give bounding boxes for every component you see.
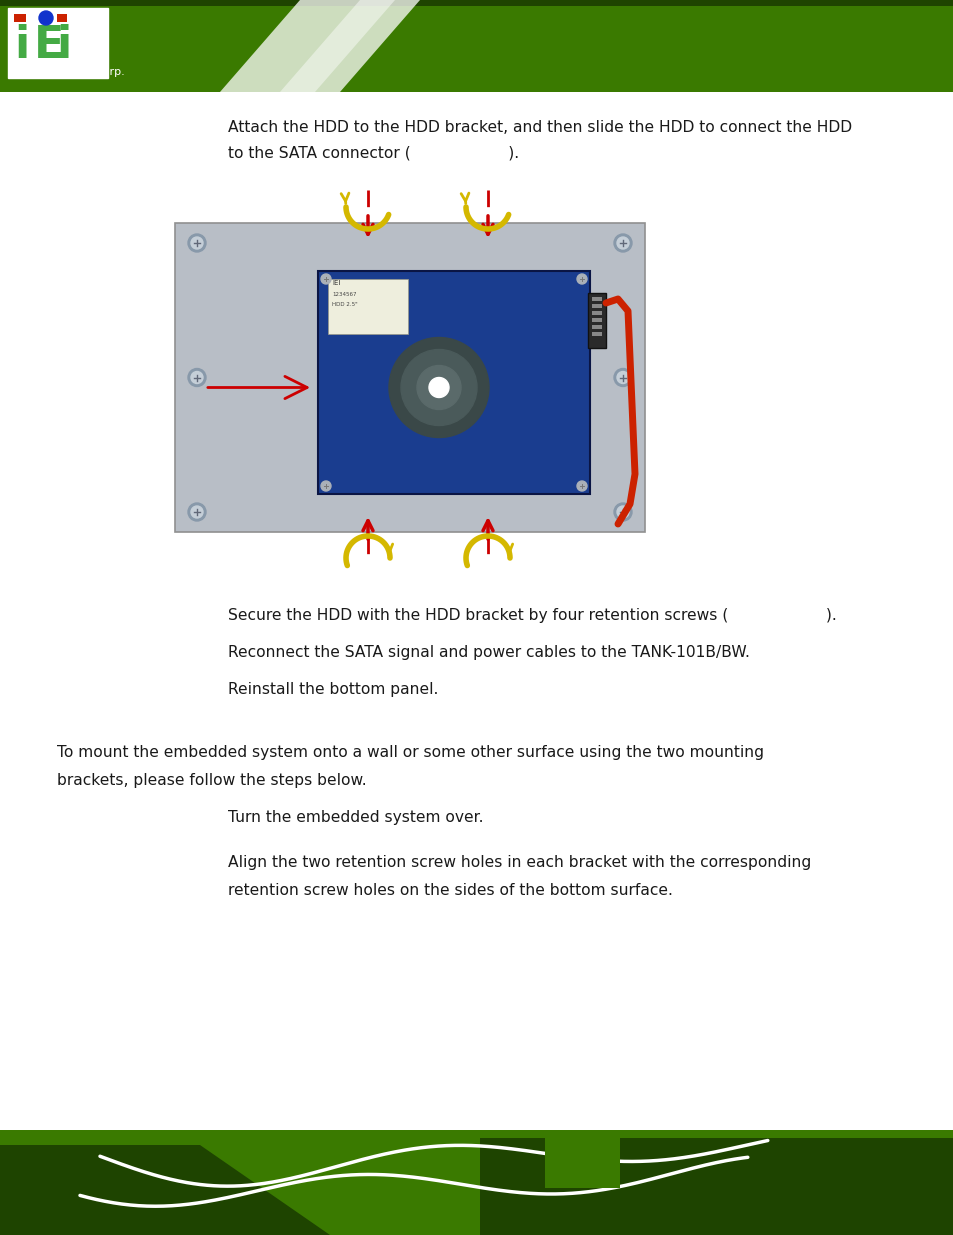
Bar	[592, 332, 601, 336]
Text: ®Technology Corp.: ®Technology Corp.	[18, 67, 125, 77]
Text: To mount the embedded system onto a wall or some other surface using the two mou: To mount the embedded system onto a wall…	[57, 745, 763, 760]
Circle shape	[191, 237, 203, 249]
Bar	[0, 0, 953, 6]
Circle shape	[188, 503, 206, 521]
Bar	[328, 279, 408, 333]
Bar	[592, 317, 601, 322]
Circle shape	[320, 274, 331, 284]
Bar	[592, 311, 601, 315]
Bar	[592, 296, 601, 301]
Text: Reconnect the SATA signal and power cables to the TANK-101B/BW.: Reconnect the SATA signal and power cabl…	[228, 645, 749, 659]
Text: i: i	[56, 23, 71, 67]
Circle shape	[188, 233, 206, 252]
Text: Attach the HDD to the HDD bracket, and then slide the HDD to connect the HDD: Attach the HDD to the HDD bracket, and t…	[228, 120, 851, 135]
Text: to the SATA connector (                    ).: to the SATA connector ( ).	[228, 146, 518, 161]
Text: i: i	[14, 23, 30, 67]
Circle shape	[191, 372, 203, 384]
Text: E: E	[34, 23, 65, 67]
Text: IEI: IEI	[332, 280, 340, 287]
Circle shape	[416, 366, 460, 410]
Text: HDD 2.5": HDD 2.5"	[332, 303, 357, 308]
Text: retention screw holes on the sides of the bottom surface.: retention screw holes on the sides of th…	[228, 883, 672, 898]
Text: Secure the HDD with the HDD bracket by four retention screws (                  : Secure the HDD with the HDD bracket by f…	[228, 608, 836, 622]
Circle shape	[617, 506, 628, 517]
Bar	[174, 224, 644, 532]
Polygon shape	[280, 0, 395, 91]
Bar	[57, 14, 67, 22]
Circle shape	[191, 506, 203, 517]
Bar	[0, 0, 953, 91]
Circle shape	[577, 274, 586, 284]
Text: brackets, please follow the steps below.: brackets, please follow the steps below.	[57, 773, 366, 788]
Circle shape	[320, 480, 331, 492]
Bar	[14, 14, 26, 22]
Circle shape	[400, 350, 476, 426]
Polygon shape	[479, 1137, 953, 1235]
Bar	[317, 270, 589, 494]
Text: Align the two retention screw holes in each bracket with the corresponding: Align the two retention screw holes in e…	[228, 855, 810, 869]
Circle shape	[617, 237, 628, 249]
Circle shape	[614, 368, 631, 387]
Bar	[592, 304, 601, 308]
Circle shape	[39, 11, 53, 25]
Bar	[592, 325, 601, 329]
Text: Turn the embedded system over.: Turn the embedded system over.	[228, 810, 483, 825]
Circle shape	[614, 503, 631, 521]
Polygon shape	[220, 0, 419, 91]
Circle shape	[617, 372, 628, 384]
Bar	[587, 293, 605, 348]
Polygon shape	[544, 1137, 619, 1188]
Text: 1234567: 1234567	[332, 291, 356, 296]
Text: Reinstall the bottom panel.: Reinstall the bottom panel.	[228, 682, 438, 697]
Circle shape	[429, 378, 449, 398]
Circle shape	[389, 337, 489, 437]
Circle shape	[614, 233, 631, 252]
Bar	[0, 1130, 953, 1235]
Bar	[8, 7, 108, 78]
Circle shape	[577, 480, 586, 492]
Polygon shape	[0, 1145, 330, 1235]
Circle shape	[188, 368, 206, 387]
